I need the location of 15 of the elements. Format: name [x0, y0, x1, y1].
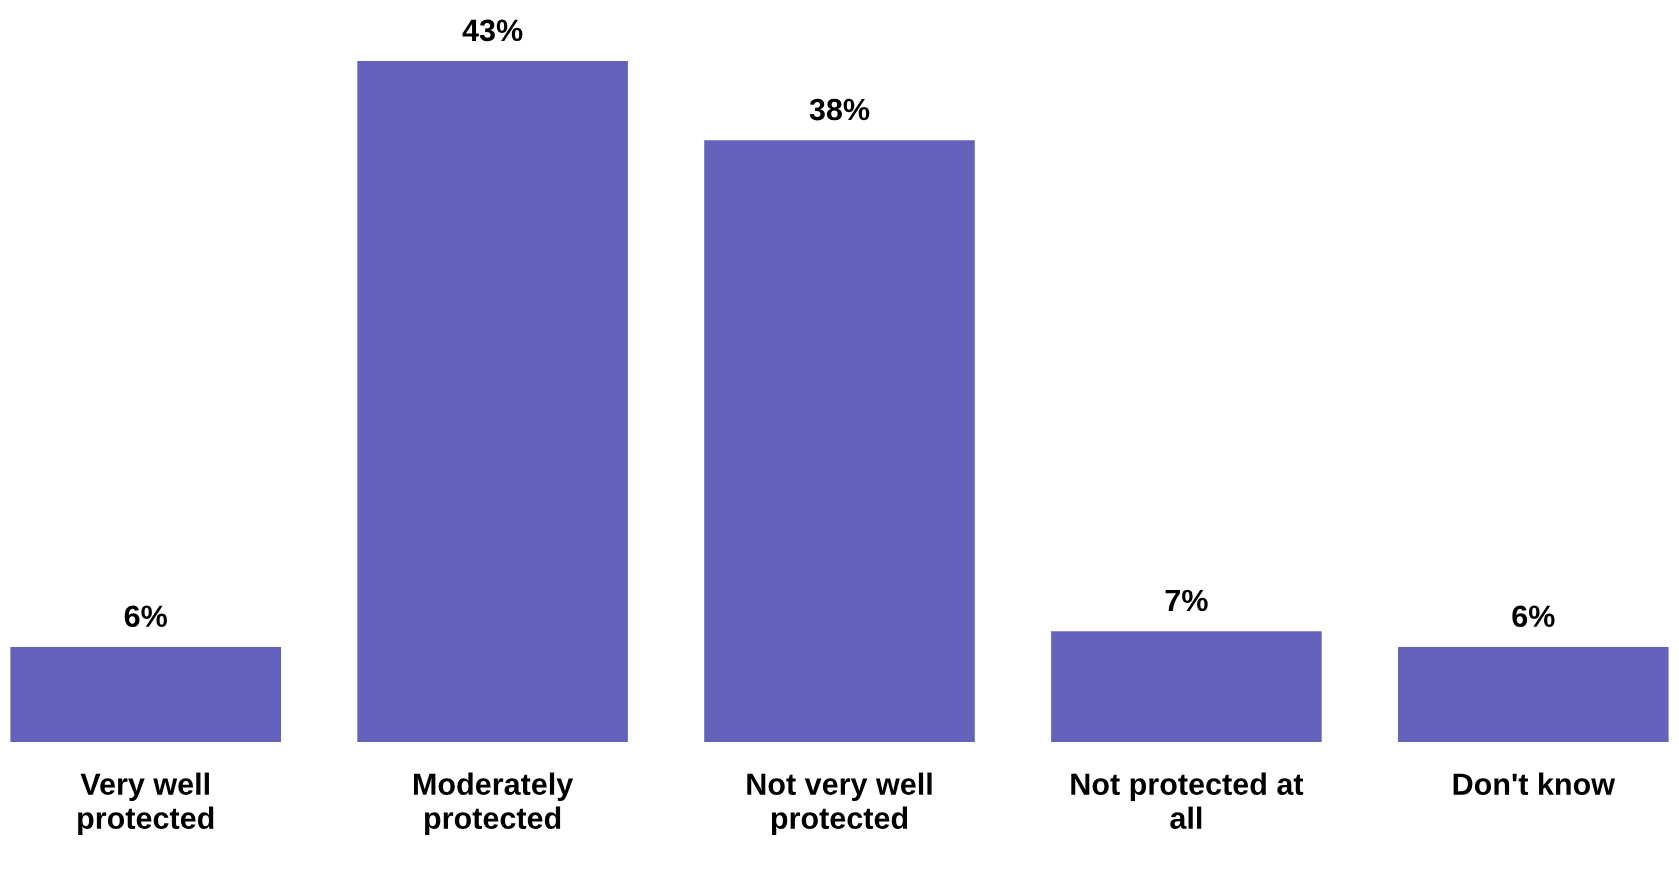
- x-tick-label: Moderately protected: [413, 772, 574, 836]
- bar: [1398, 646, 1669, 742]
- bar: [1051, 631, 1322, 742]
- x-tick-label: Not very well protected: [747, 772, 932, 836]
- data-label: 38%: [809, 98, 870, 121]
- bar: [357, 61, 628, 742]
- data-label: 6%: [124, 605, 167, 628]
- x-tick-label: Don't know: [1453, 772, 1616, 795]
- bar: [10, 646, 281, 742]
- x-tick-label: Very well protected: [78, 772, 214, 836]
- x-tick-label: Not protected at all: [1071, 772, 1304, 830]
- data-label: 6%: [1512, 605, 1555, 628]
- data-label: 7%: [1165, 589, 1208, 612]
- bar: [704, 140, 975, 742]
- data-label: 43%: [462, 19, 523, 42]
